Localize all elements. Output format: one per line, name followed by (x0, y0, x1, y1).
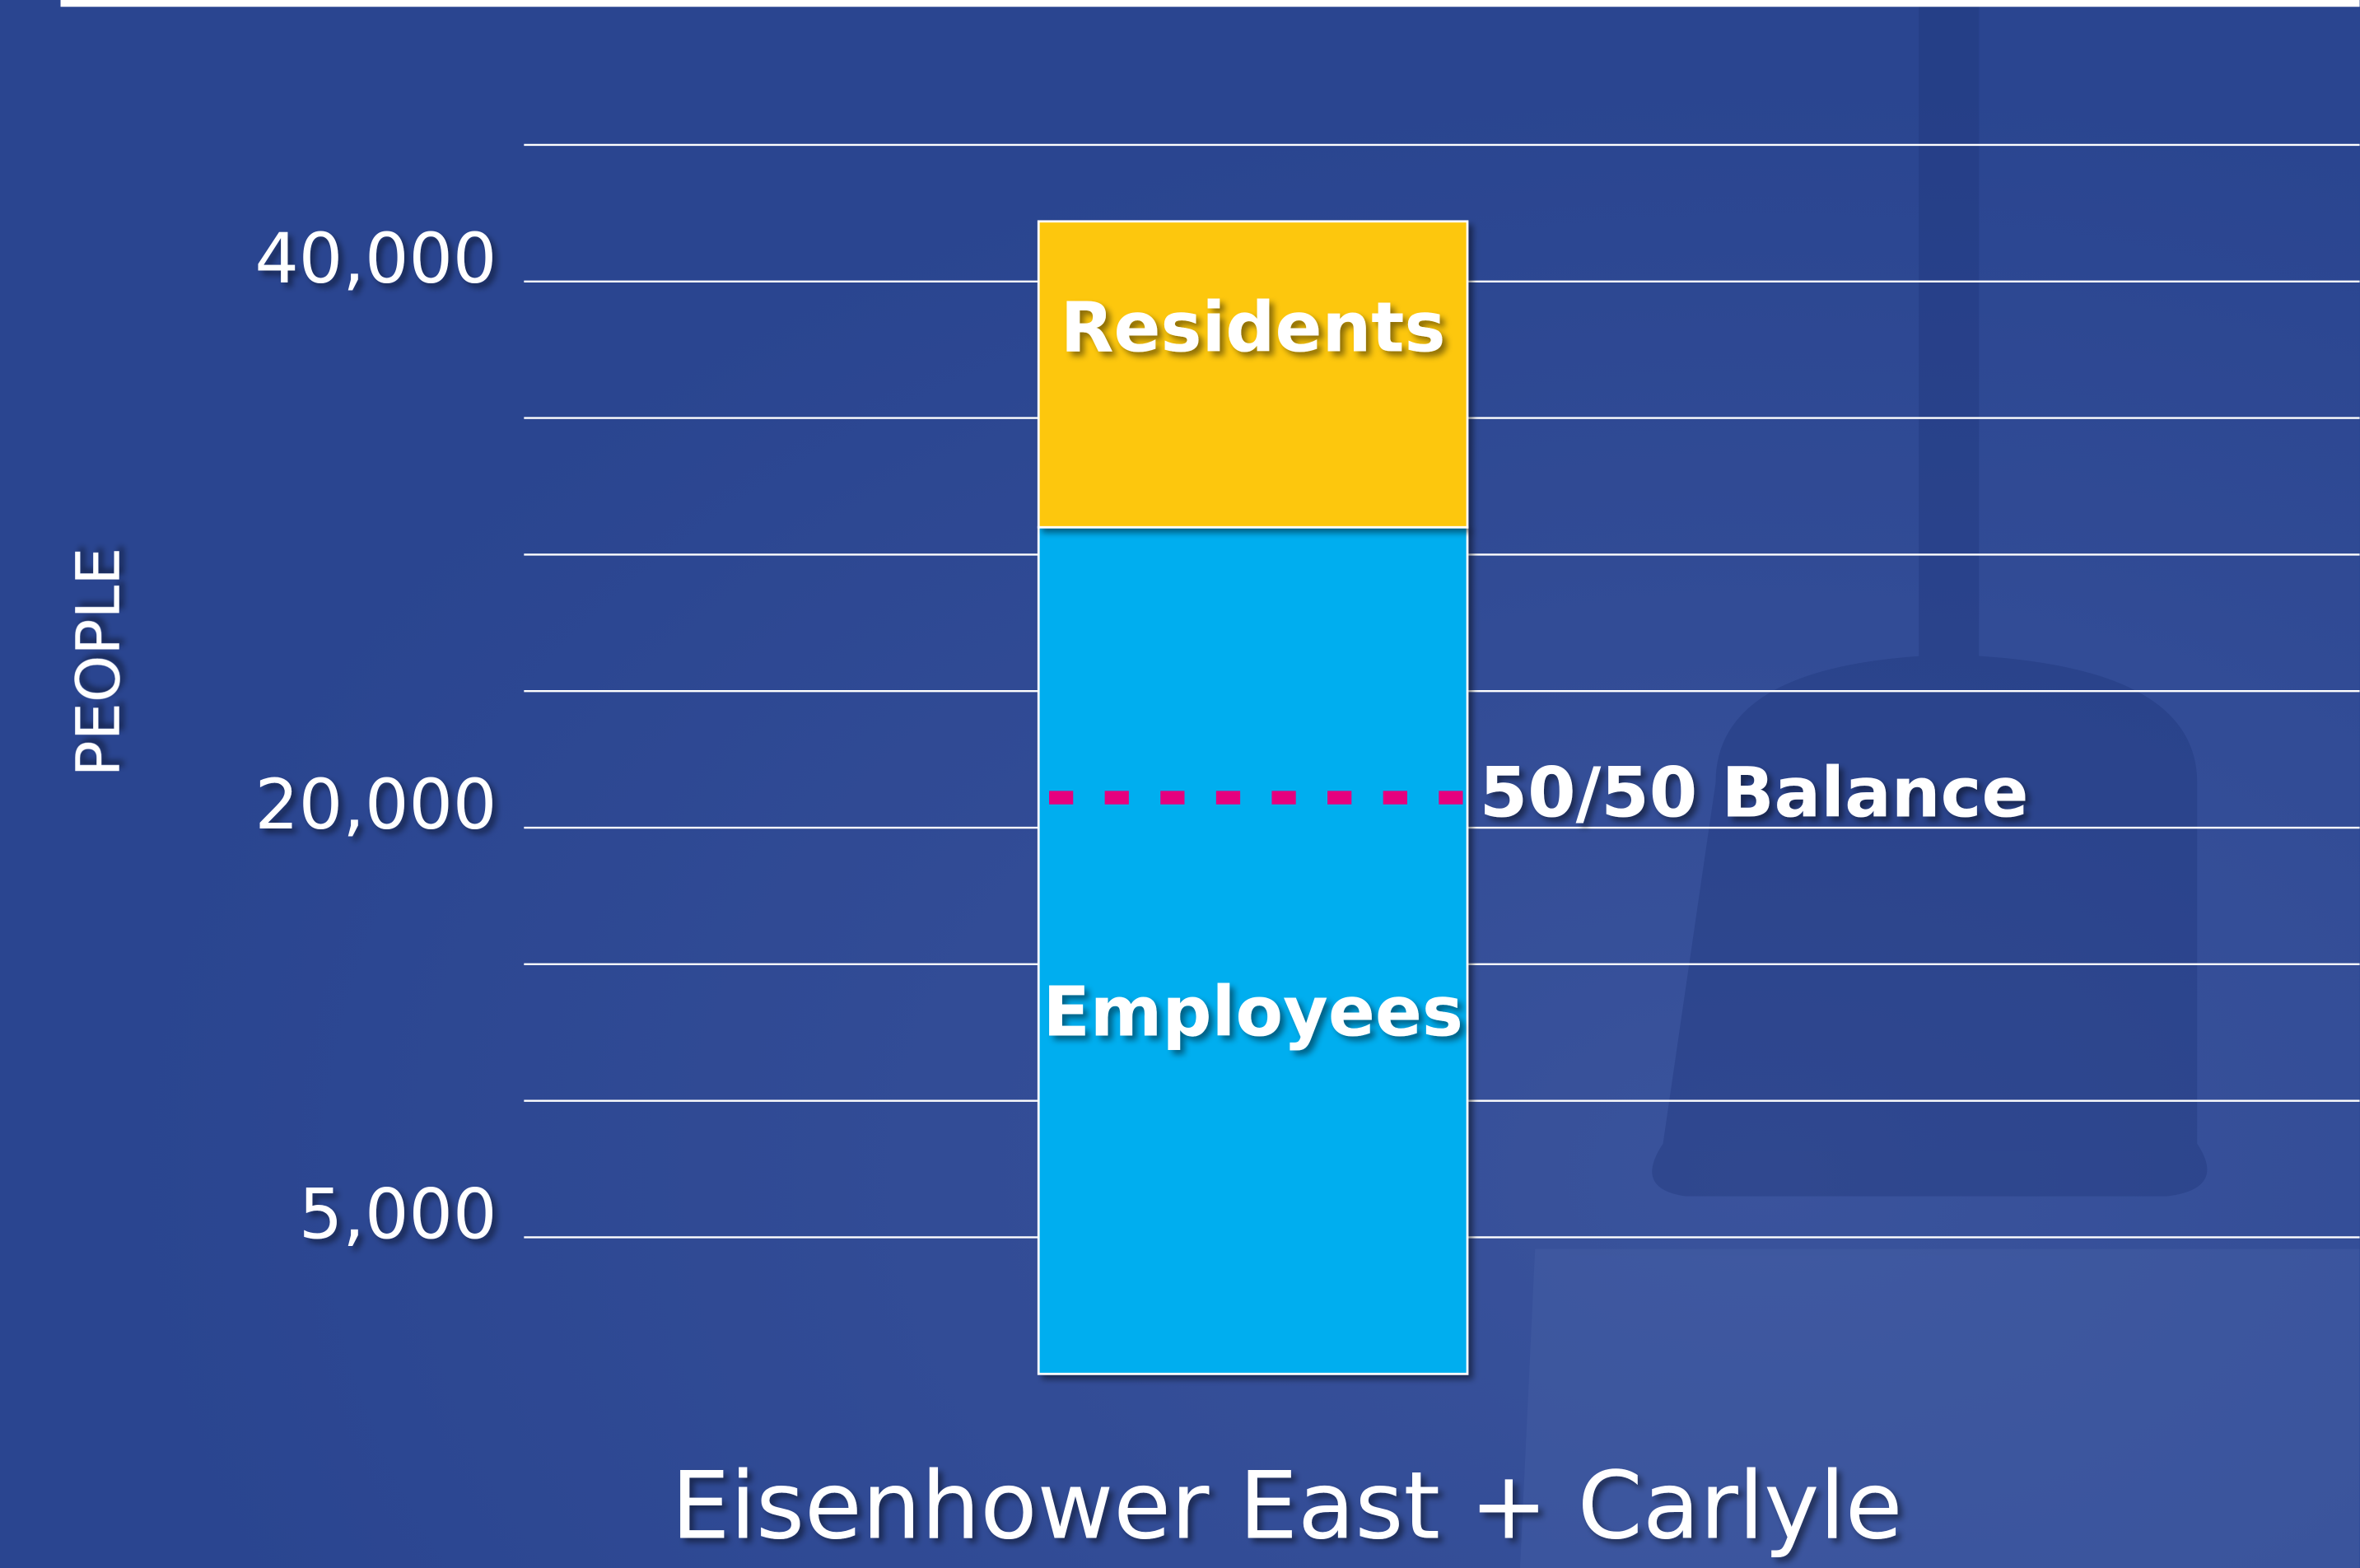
segment-label: Residents (1061, 287, 1446, 367)
bar-segment (1038, 527, 1467, 1374)
y-tick-label: 5,000 (299, 1174, 497, 1254)
segment-label: Employees (1042, 972, 1463, 1052)
y-tick-label: 20,000 (254, 764, 497, 845)
page: {"chart_data": { "type": "bar", "stacked… (0, 0, 2360, 1568)
bar-segment (1038, 222, 1467, 527)
reference-label: 50/50 Balance (1480, 752, 2029, 833)
y-axis-label: PEOPLE (64, 548, 134, 777)
x-tick-label: Eisenhower East + Carlyle (671, 1452, 1903, 1561)
chart: PEOPLE 5,000 20,000 40,000 Employees Residen… (0, 0, 2360, 1568)
y-tick-label: 40,000 (254, 218, 497, 299)
